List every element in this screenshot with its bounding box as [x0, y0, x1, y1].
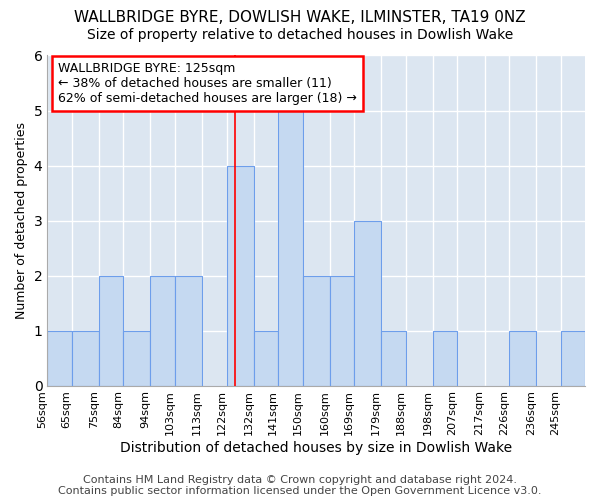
Text: Contains HM Land Registry data © Crown copyright and database right 2024.: Contains HM Land Registry data © Crown c… [83, 475, 517, 485]
Bar [382, 330, 406, 386]
Bar [509, 330, 536, 386]
Text: Size of property relative to detached houses in Dowlish Wake: Size of property relative to detached ho… [87, 28, 513, 42]
Text: Contains public sector information licensed under the Open Government Licence v3: Contains public sector information licen… [58, 486, 542, 496]
Bar [175, 276, 202, 386]
Text: WALLBRIDGE BYRE, DOWLISH WAKE, ILMINSTER, TA19 0NZ: WALLBRIDGE BYRE, DOWLISH WAKE, ILMINSTER… [74, 10, 526, 25]
Text: WALLBRIDGE BYRE: 125sqm
← 38% of detached houses are smaller (11)
62% of semi-de: WALLBRIDGE BYRE: 125sqm ← 38% of detache… [58, 62, 357, 105]
X-axis label: Distribution of detached houses by size in Dowlish Wake: Distribution of detached houses by size … [120, 441, 512, 455]
Bar [278, 110, 302, 386]
Bar [124, 330, 151, 386]
Bar [72, 330, 99, 386]
Bar [99, 276, 124, 386]
Bar [254, 330, 278, 386]
Bar [47, 330, 72, 386]
Y-axis label: Number of detached properties: Number of detached properties [15, 122, 28, 319]
Bar [354, 220, 382, 386]
Bar [330, 276, 354, 386]
Bar [302, 276, 330, 386]
Bar [560, 330, 585, 386]
Bar [151, 276, 175, 386]
Bar [433, 330, 457, 386]
Bar [227, 166, 254, 386]
